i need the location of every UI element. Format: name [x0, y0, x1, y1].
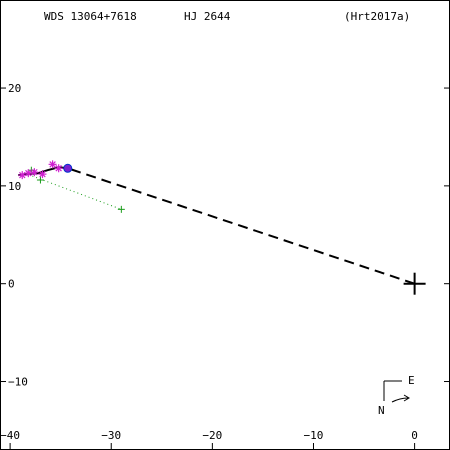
- observation-asterisk-marker: [48, 160, 57, 169]
- motion-arrowhead-icon: [403, 394, 410, 402]
- observation-plus-marker: [36, 176, 44, 184]
- motion-direction-arrow: [391, 397, 409, 403]
- observation-plus-marker: [117, 205, 125, 213]
- asterisk-stroke: [55, 165, 62, 172]
- observation-asterisk-marker: [54, 164, 63, 173]
- observation-asterisk-marker: [18, 171, 27, 180]
- discoverer-label: HJ 2644: [184, 10, 231, 23]
- compass-north-label: N: [378, 404, 385, 417]
- periastron-dashed-line: [67, 167, 415, 285]
- x-tick-label: −10: [304, 429, 324, 442]
- asterisk-stroke: [31, 168, 38, 176]
- x-tick-label: −30: [101, 429, 121, 442]
- observation-asterisk-marker: [38, 170, 47, 179]
- compass: E N: [378, 374, 415, 417]
- y-tick-label: 0: [8, 278, 15, 291]
- y-tick-label: 20: [8, 82, 21, 95]
- observation-asterisk-marker: [24, 169, 33, 178]
- asterisk-stroke: [25, 169, 32, 177]
- asterisk-stroke: [49, 161, 56, 168]
- observation-marks-group: [18, 160, 426, 295]
- reference-label: (Hrt2017a): [344, 10, 410, 23]
- y-tick-label: 10: [8, 180, 21, 193]
- asterisk-stroke: [19, 171, 26, 179]
- observation-asterisk-marker: [30, 168, 39, 177]
- wds-id-label: WDS 13064+7618: [44, 10, 137, 23]
- x-tick-label: 0: [411, 429, 418, 442]
- asterisk-stroke: [39, 170, 46, 178]
- x-tick-label: −40: [0, 429, 20, 442]
- x-tick-label: −20: [202, 429, 222, 442]
- y-tick-label: −10: [8, 376, 28, 389]
- compass-east-label: E: [408, 374, 415, 387]
- observation-dot-marker: [63, 163, 73, 173]
- axes-group: −40 −30 −20 −10 0 20 10 0 −10: [0, 82, 449, 449]
- orbit-lines-group: [18, 166, 415, 285]
